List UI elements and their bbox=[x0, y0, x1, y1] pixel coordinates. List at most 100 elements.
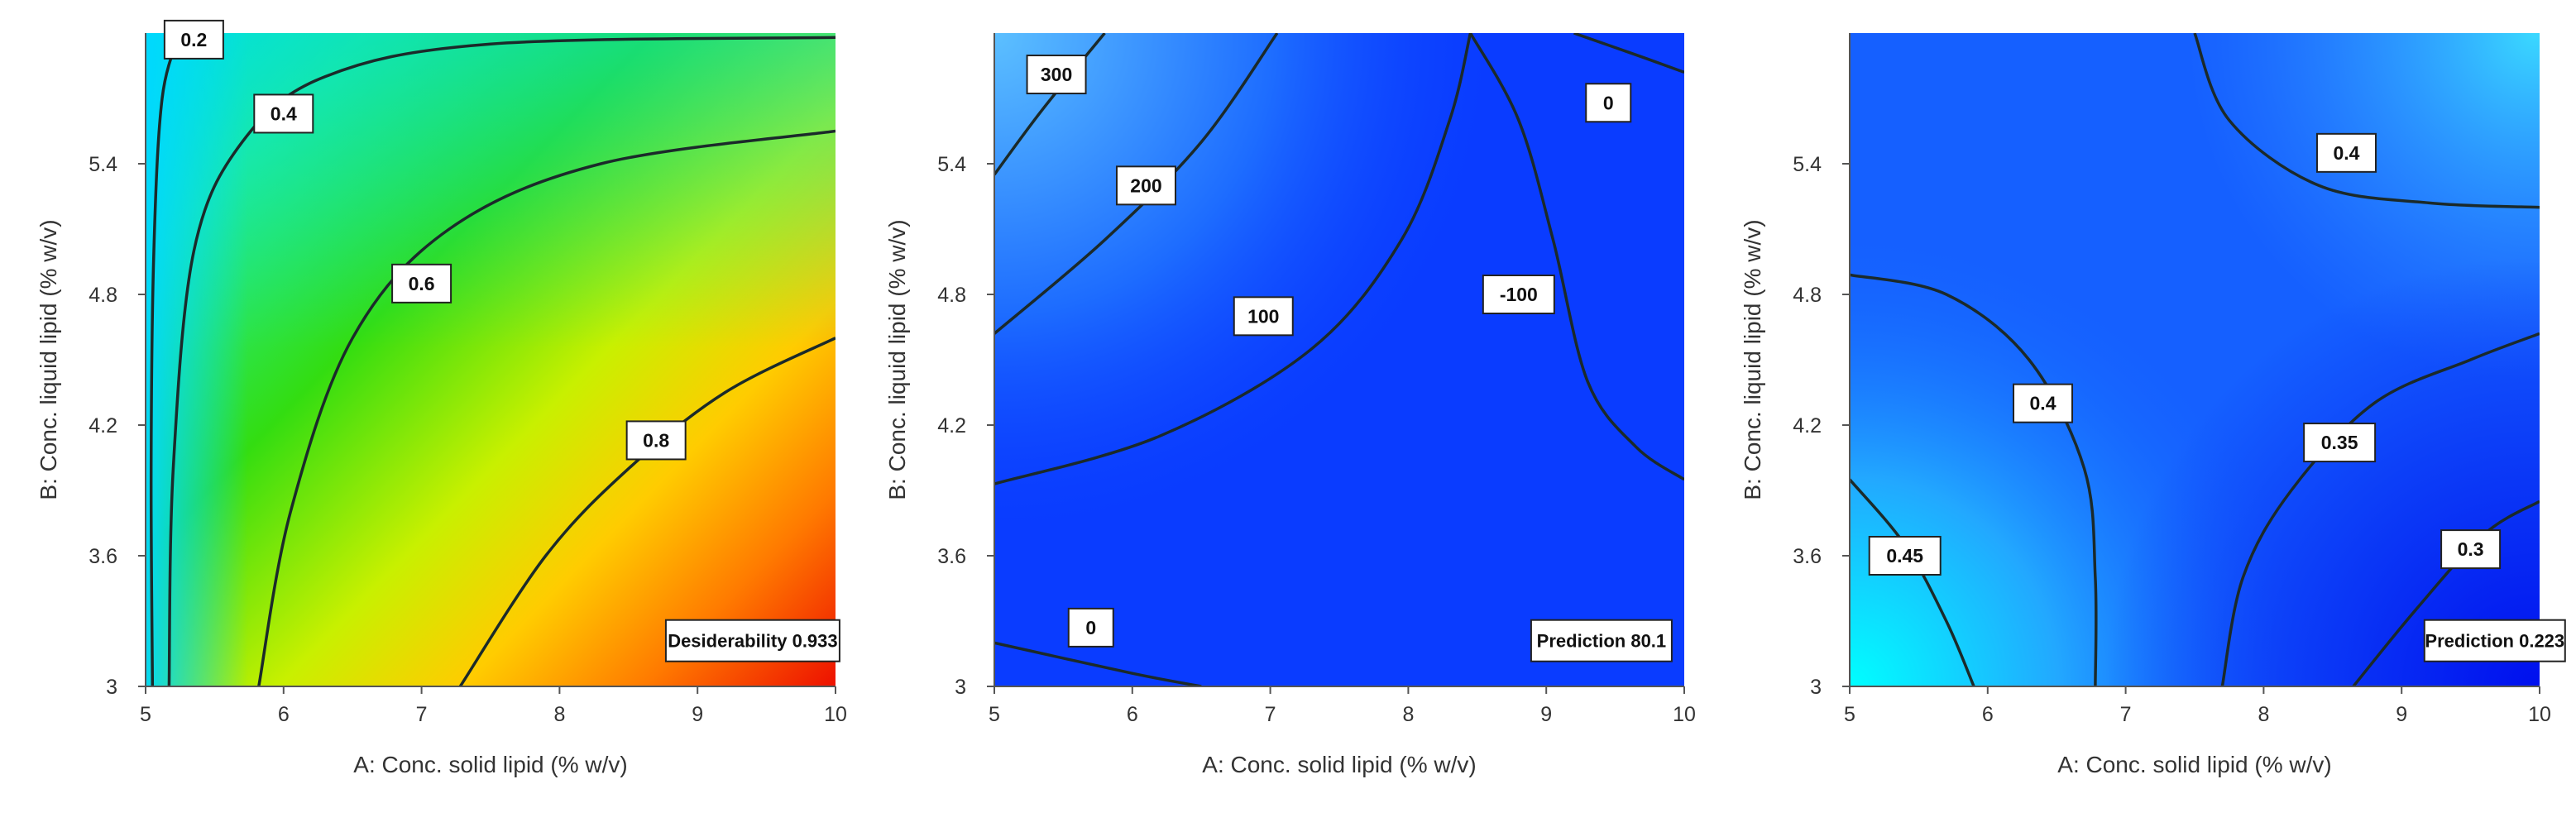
x-axis-title: A: Conc. solid lipid (% w/v) bbox=[2057, 752, 2331, 777]
colormap-surface bbox=[146, 33, 836, 686]
y-tick-label: 3 bbox=[955, 676, 966, 699]
annotation-box bbox=[1530, 619, 1673, 662]
x-tick-label: 6 bbox=[278, 703, 290, 726]
contour-label-box bbox=[163, 19, 224, 60]
contour-line bbox=[1468, 33, 1684, 481]
contour-label: 0.35 bbox=[2303, 423, 2377, 463]
annotation-box bbox=[2423, 619, 2566, 662]
y-tick-label: 3 bbox=[1810, 676, 1822, 699]
contour-line bbox=[2193, 33, 2540, 209]
annotation-box bbox=[664, 619, 840, 662]
x-tick-label: 7 bbox=[416, 703, 428, 726]
colormap-surface bbox=[994, 33, 1684, 686]
x-tick-label: 9 bbox=[692, 703, 703, 726]
x-tick-label: 5 bbox=[989, 703, 1000, 726]
contour-label-text: -100 bbox=[1500, 284, 1538, 305]
contour-label-box bbox=[2315, 132, 2377, 173]
contour-panel-3: 0.4 0.4 0.35 0.3 0.45 Prediction 0.223 5 6 7 8 9 10… bbox=[1740, 33, 2566, 777]
contour-label: 0.4 bbox=[2013, 383, 2074, 423]
y-tick-label: 3.6 bbox=[89, 545, 117, 568]
contour-label-box bbox=[391, 263, 452, 304]
contour-line bbox=[2352, 500, 2540, 686]
contour-label: -100 bbox=[1482, 275, 1555, 314]
annotation-text: Desiderability 0.933 bbox=[668, 631, 837, 652]
contour-label: 0.2 bbox=[163, 19, 224, 60]
contour-label-box bbox=[1115, 165, 1176, 206]
contour-label-box bbox=[2303, 423, 2377, 463]
contour-label-text: 100 bbox=[1247, 305, 1279, 327]
contour-label-text: 0.35 bbox=[2321, 432, 2358, 453]
contour-label: 300 bbox=[1026, 55, 1087, 95]
annotation-text: Prediction 0.223 bbox=[2425, 631, 2564, 652]
contour-label: 0 bbox=[1585, 83, 1632, 123]
contour-label: 0 bbox=[1067, 607, 1114, 648]
contour-line bbox=[149, 33, 182, 686]
y-axis-title: B: Conc. liquid lipid (% w/v) bbox=[884, 219, 910, 500]
contour-line bbox=[1850, 478, 1975, 686]
contour-label-box bbox=[1585, 83, 1632, 123]
contour-label-text: 0.3 bbox=[2458, 538, 2484, 560]
x-tick-label: 7 bbox=[2120, 703, 2132, 726]
x-tick-label: 5 bbox=[1844, 703, 1855, 726]
y-axis-title: B: Conc. liquid lipid (% w/v) bbox=[36, 219, 61, 500]
x-axis-title: A: Conc. solid lipid (% w/v) bbox=[353, 752, 627, 777]
contour-line bbox=[994, 33, 1106, 176]
contour-line bbox=[994, 641, 1202, 686]
y-tick-label: 4.8 bbox=[937, 284, 966, 307]
x-tick-label: 9 bbox=[2396, 703, 2407, 726]
contour-label-box bbox=[1026, 55, 1087, 95]
x-tick-label: 5 bbox=[140, 703, 151, 726]
y-tick-label: 4.8 bbox=[89, 284, 117, 307]
colormap-surface bbox=[1850, 33, 2540, 686]
contour-label: 0.8 bbox=[625, 420, 687, 461]
y-tick-label: 4.2 bbox=[1793, 414, 1822, 437]
contour-label-box bbox=[2013, 383, 2074, 423]
y-tick-label: 5.4 bbox=[1793, 153, 1822, 176]
y-tick-label: 3.6 bbox=[937, 545, 966, 568]
x-tick-label: 8 bbox=[1402, 703, 1414, 726]
y-tick-label: 4.2 bbox=[937, 414, 966, 437]
annotation-text: Prediction 80.1 bbox=[1537, 631, 1667, 652]
contour-line bbox=[458, 337, 836, 686]
prediction-annotation: Prediction 0.223 bbox=[2423, 619, 2566, 662]
contour-label: 0.45 bbox=[1868, 536, 1942, 576]
contour-label: 100 bbox=[1233, 296, 1294, 337]
contour-label-box bbox=[1868, 536, 1942, 576]
x-tick-label: 7 bbox=[1265, 703, 1276, 726]
contour-label-text: 0 bbox=[1085, 617, 1096, 638]
x-tick-label: 8 bbox=[2258, 703, 2269, 726]
y-tick-label: 4.2 bbox=[89, 414, 117, 437]
x-tick-label: 8 bbox=[553, 703, 565, 726]
colormap-layer bbox=[994, 33, 1684, 686]
contour-label: 0.4 bbox=[253, 93, 314, 134]
x-tick-label: 10 bbox=[1673, 703, 1696, 726]
contour-panel-2: 300 200 100 0 -100 0 Prediction 80.1 5 6 7 8 9 10 3 3.… bbox=[884, 33, 1696, 777]
contour-label-box bbox=[2440, 529, 2502, 570]
colormap-layer bbox=[146, 33, 836, 686]
contour-panel-1: 0.2 0.4 0.6 0.8 Desiderability 0.933 5 6 7 8 9 10 3… bbox=[36, 19, 847, 777]
y-tick-label: 5.4 bbox=[89, 153, 117, 176]
contour-line bbox=[167, 36, 836, 686]
contour-label-text: 0.4 bbox=[271, 103, 297, 124]
contour-label-box bbox=[625, 420, 687, 461]
contour-label-text: 0.6 bbox=[409, 273, 435, 294]
x-tick-label: 6 bbox=[1127, 703, 1138, 726]
contour-label: 200 bbox=[1115, 165, 1176, 206]
y-tick-label: 3 bbox=[106, 676, 117, 699]
prediction-annotation: Prediction 80.1 bbox=[1530, 619, 1673, 662]
y-tick-label: 5.4 bbox=[937, 153, 966, 176]
x-axis-title: A: Conc. solid lipid (% w/v) bbox=[1202, 752, 1476, 777]
contour-label-box bbox=[1233, 296, 1294, 337]
y-axis-title: B: Conc. liquid lipid (% w/v) bbox=[1740, 219, 1765, 500]
contour-label-box bbox=[1482, 275, 1555, 314]
contour-label-text: 300 bbox=[1041, 64, 1072, 85]
contour-label-box bbox=[1067, 607, 1114, 648]
contour-label-box bbox=[253, 93, 314, 134]
x-tick-label: 10 bbox=[2528, 703, 2551, 726]
contour-label: 0.3 bbox=[2440, 529, 2502, 570]
prediction-annotation: Desiderability 0.933 bbox=[664, 619, 840, 662]
contour-label-text: 0.4 bbox=[2030, 393, 2056, 414]
contour-label: 0.4 bbox=[2315, 132, 2377, 173]
